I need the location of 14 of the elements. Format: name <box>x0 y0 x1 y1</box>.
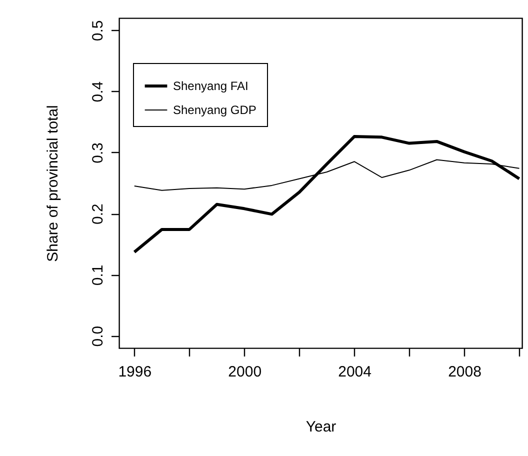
legend-label: Shenyang FAI <box>173 79 248 93</box>
y-tick-label: 0.2 <box>90 204 106 224</box>
legend-label: Shenyang GDP <box>173 103 256 117</box>
x-tick-label: 2004 <box>338 364 372 380</box>
x-axis-title: Year <box>306 418 336 436</box>
x-tick-label: 2000 <box>228 364 262 380</box>
y-tick-label: 0.3 <box>90 142 106 164</box>
x-tick-label: 2008 <box>448 364 482 380</box>
y-tick-label: 0.5 <box>90 20 106 42</box>
y-tick-label: 0.4 <box>90 81 106 102</box>
y-tick-label: 0.0 <box>90 326 106 347</box>
y-axis-title: Share of provincial total <box>44 105 62 262</box>
x-tick-label: 1996 <box>118 364 152 380</box>
y-tick-label: 0.1 <box>90 264 106 286</box>
